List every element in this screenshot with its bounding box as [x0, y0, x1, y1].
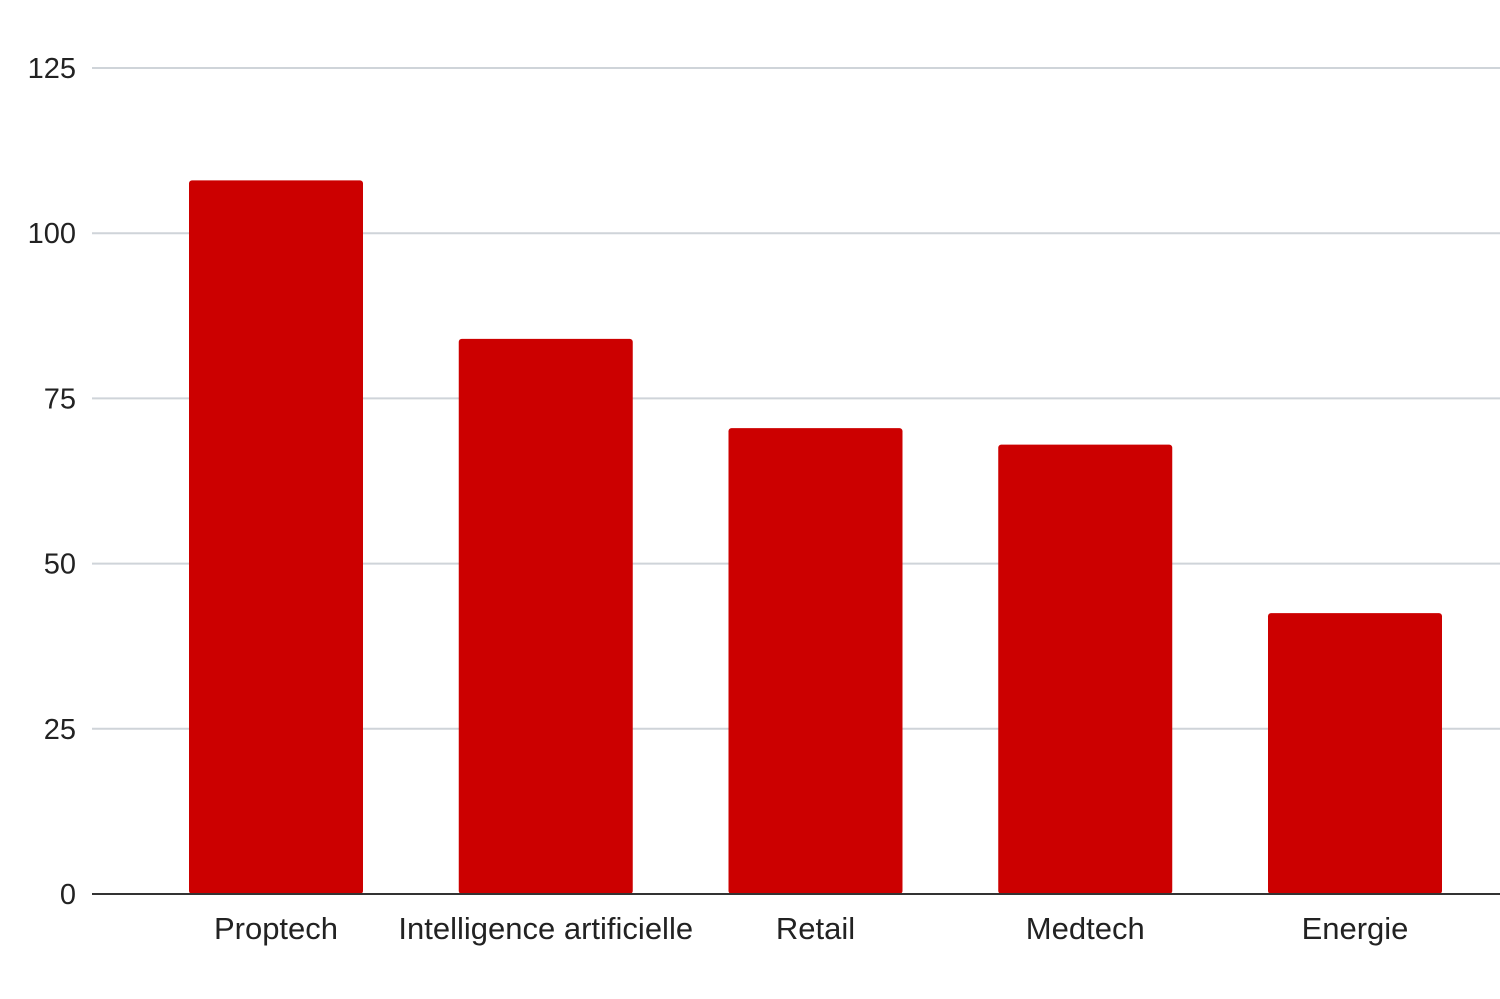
- bars: [189, 180, 1442, 895]
- x-axis-labels: Proptech Intelligence artificielle Retail M…: [214, 911, 1408, 946]
- bar-retail: [728, 428, 903, 894]
- x-tick-label: Intelligence artificielle: [398, 911, 693, 946]
- bar-energie: [1268, 613, 1442, 894]
- y-tick-label: 75: [44, 383, 76, 415]
- y-tick-label: 100: [28, 218, 76, 250]
- bar-intelligence-artificielle: [458, 338, 633, 895]
- y-axis-ticks: 0 25 50 75 100 125: [28, 53, 76, 911]
- x-tick-label: Proptech: [214, 911, 338, 946]
- x-tick-label: Retail: [776, 911, 855, 946]
- bar-medtech: [998, 444, 1173, 894]
- y-tick-label: 50: [44, 549, 76, 581]
- y-tick-label: 125: [28, 53, 76, 85]
- bar-proptech: [189, 180, 363, 894]
- x-tick-label: Energie: [1302, 911, 1409, 946]
- x-tick-label: Medtech: [1026, 911, 1145, 946]
- y-tick-label: 25: [44, 714, 76, 746]
- y-tick-label: 0: [60, 879, 76, 911]
